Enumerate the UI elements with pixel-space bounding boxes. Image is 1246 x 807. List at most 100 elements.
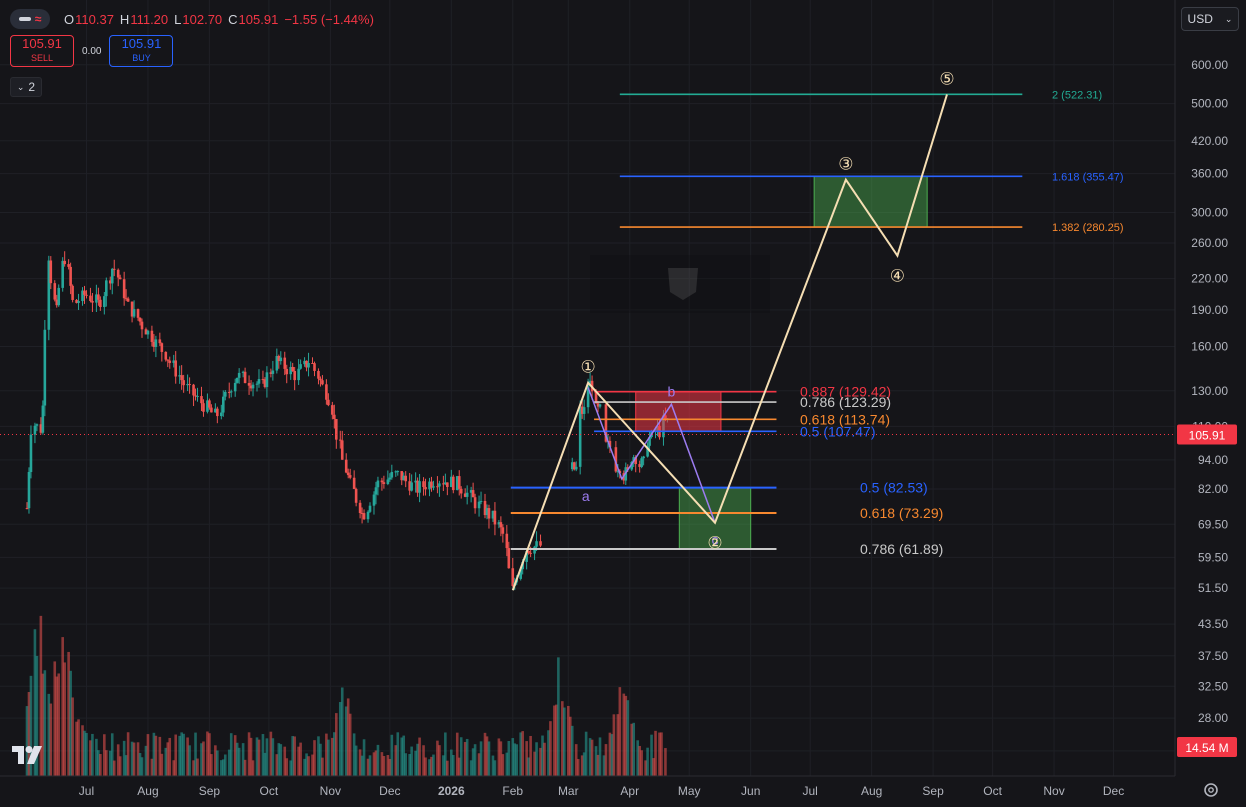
candle-body [112,268,116,270]
volume-bars [25,615,667,776]
volume-bar [43,670,47,776]
volume-bar [380,752,384,776]
volume-bar [210,754,213,776]
candle-body [130,301,134,317]
volume-bar [638,745,641,776]
candle-body [360,513,364,515]
volume-bar [618,687,622,776]
volume-bar [75,721,78,776]
volume-bar [487,741,491,776]
y-tick-label: 300.00 [1191,206,1228,220]
x-tick-label: Aug [137,784,158,798]
ohlc-legend: ≈ O 110.37 H 111.20 L 102.70 C 105.91 −1.55 … [10,8,374,30]
wave-icon: ≈ [34,12,42,26]
volume-bar [527,757,530,776]
volume-bar [499,741,503,776]
candle-body [216,408,219,417]
volume-bar [33,629,37,776]
volume-bar [182,733,185,776]
candle-body [174,360,178,377]
volume-bar [549,721,552,776]
candle-body [418,481,421,493]
candle-body [118,277,122,280]
candle-body [41,405,45,433]
volume-bar [35,655,39,776]
candle-body [424,487,427,490]
candle-body [233,382,237,392]
volume-bar [547,730,550,776]
candle-body [241,371,245,373]
wave-label: ⑤ [939,69,954,89]
candle-body [99,299,102,308]
volume-bar [533,751,536,776]
volume-bar [340,687,344,776]
currency-label: USD [1187,12,1213,26]
volume-bar [418,737,421,776]
y-tick-label: 69.50 [1198,517,1228,531]
volume-bar [313,740,316,776]
candle-body [442,483,445,485]
candle-body [511,568,515,586]
volume-bar [410,746,413,776]
candle-body [331,405,334,415]
fib-extension-label: 1.382 (280.25) [1052,222,1124,234]
buy-button[interactable]: 105.91 BUY [109,35,174,67]
volume-bar [465,738,469,776]
candle-body [71,285,74,300]
indicators-toggle-button[interactable]: ⌄ 2 [10,77,42,97]
y-tick-label: 59.50 [1198,550,1228,564]
volume-bar [192,760,195,776]
volume-bar [541,735,544,776]
volume-bar [271,738,275,776]
fib-level-label: 0.786 (123.29) [800,394,891,410]
y-tick-label: 220.00 [1191,272,1228,286]
last-price-label: 105.91 [1189,428,1226,442]
volume-bar [400,737,404,776]
volume-bar [291,736,294,776]
volume-bar [172,760,176,776]
volume-bar [477,753,481,776]
candle-body [640,458,643,467]
volume-bar [206,731,209,776]
sell-button[interactable]: 105.91 SELL [10,35,74,67]
volume-bar [543,742,546,776]
x-tick-label: Aug [861,784,882,798]
gear-icon[interactable] [1202,781,1220,799]
volume-bar [237,747,241,776]
volume-bar [97,750,100,776]
volume-bar [285,758,289,776]
y-tick-label: 360.00 [1191,167,1228,181]
candle-body [493,510,497,525]
candle-body [616,470,620,472]
candle-body [75,299,78,303]
volume-bar [305,753,308,776]
volume-bar [590,739,594,776]
volume-bar [188,745,191,776]
y-tick-label: 160.00 [1191,340,1228,354]
chevron-down-icon: ⌄ [1224,13,1233,24]
candle-body [459,488,463,494]
volume-bar [390,734,394,776]
volume-bar [261,734,265,776]
candle-body [527,551,530,553]
volume-bar [333,732,336,776]
candle-body [535,541,538,547]
currency-select[interactable]: USD ⌄ [1181,7,1239,31]
volume-bar [269,731,273,776]
candle-body [257,379,261,384]
candle-body [285,368,289,375]
volume-bar [438,745,441,776]
candle-body [249,385,253,389]
x-tick-label: Sep [922,784,944,798]
volume-bar [604,744,608,776]
close-label: C [228,11,238,27]
volume-bar [432,754,435,776]
candle-body [146,330,150,335]
candle-body [243,371,247,384]
high-label: H [119,11,130,27]
volume-bar [594,746,598,776]
symbol-toggle-button[interactable]: ≈ [10,9,50,29]
volume-bar [376,744,380,776]
